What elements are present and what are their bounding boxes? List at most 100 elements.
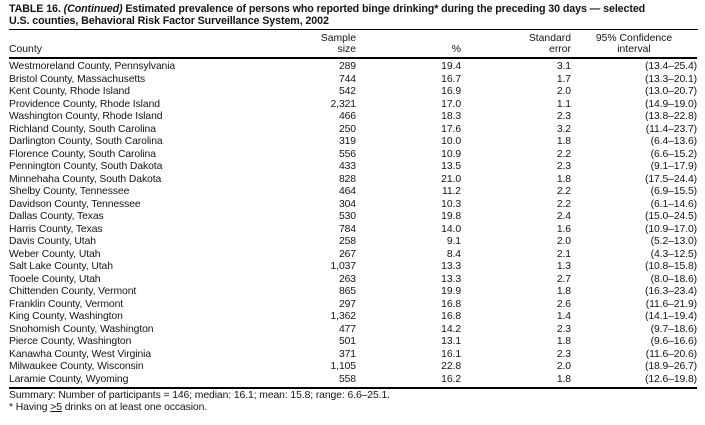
cell-sample-size: 319: [338, 136, 356, 147]
cell-percent: 13.1: [441, 336, 461, 347]
cell-percent: 16.1: [441, 348, 461, 360]
cell-standard-error: 2.4: [556, 211, 571, 222]
table-row: Dallas County, Texas 530 19.8 2.4 (15.0–24.5…: [9, 211, 697, 224]
cell-county: King County, Washington: [9, 311, 123, 322]
cell-standard-error: 1.8: [461, 373, 571, 389]
cell-standard-error: 2.3: [556, 323, 571, 335]
cell-standard-error: 2.3: [556, 348, 571, 360]
cell-confidence-interval: (9.6–16.6): [650, 336, 697, 347]
cell-sample-size: 1,037: [330, 261, 356, 272]
cell-percent: 18.3: [441, 111, 461, 122]
cell-sample-size: 371: [338, 348, 356, 360]
cell-standard-error: 2.3: [556, 161, 571, 172]
cell-standard-error: 2.2: [556, 148, 571, 160]
cell-county: Darlington County, South Carolina: [9, 136, 163, 147]
cell-county: Providence County, Rhode Island: [9, 98, 160, 110]
cell-sample-size: 433: [338, 161, 356, 172]
cell-county: Washington County, Rhode Island: [9, 111, 163, 122]
table-row: Washington County, Rhode Island 466 18.3 2.…: [9, 111, 697, 124]
cell-percent: 16.7: [441, 73, 461, 85]
cell-county: Westmoreland County, Pennsylvania: [9, 61, 176, 72]
cell-percent: 16.2: [356, 373, 461, 389]
cell-standard-error: 2.0: [556, 361, 571, 372]
cell-percent: 14.2: [441, 323, 461, 335]
cell-percent: 11.2: [441, 186, 461, 197]
cell-county: Bristol County, Massachusetts: [9, 73, 146, 85]
cell-confidence-interval: (14.9–19.0): [644, 98, 697, 110]
cell-percent: 19.9: [441, 286, 461, 297]
header-row: County Sample size % Standard error 95% …: [9, 30, 697, 59]
table-title-line1: TABLE 16. (Continued) Estimated prevalen…: [9, 3, 698, 16]
cell-sample-size: 250: [338, 123, 356, 135]
cell-county: Tooele County, Utah: [9, 273, 101, 285]
col-header-county: County: [9, 30, 300, 59]
cell-confidence-interval: (14.1–19.4): [644, 311, 697, 322]
cell-standard-error: 1.7: [556, 73, 571, 85]
cell-standard-error: 2.1: [556, 248, 571, 260]
cell-confidence-interval: (11.4–23.7): [645, 123, 697, 135]
table-row: Chittenden County, Vermont 865 19.9 1.8 (16.…: [9, 286, 697, 299]
cell-sample-size: 2,321: [330, 98, 356, 110]
cell-confidence-interval: (9.1–17.9): [650, 161, 697, 172]
cell-percent: 16.9: [441, 86, 461, 97]
table-number-label: TABLE 16.: [9, 3, 64, 15]
cell-sample-size: 267: [338, 248, 356, 260]
table-row: Pennington County, South Dakota 433 13.5 2.…: [9, 161, 697, 174]
cell-standard-error: 1.4: [556, 311, 571, 322]
cell-standard-error: 1.6: [556, 223, 571, 235]
cell-percent: 13.3: [441, 273, 461, 285]
cell-standard-error: 2.2: [556, 198, 571, 210]
cell-sample-size: 1,362: [330, 311, 356, 322]
cell-confidence-interval: (6.9–15.5): [650, 186, 697, 197]
cell-standard-error: 3.1: [556, 61, 571, 72]
cell-percent: 13.5: [441, 161, 461, 172]
cell-confidence-interval: (17.5–24.4): [644, 173, 697, 185]
cell-county: Richland County, South Carolina: [9, 123, 156, 135]
cell-confidence-interval: (12.6–19.8): [571, 373, 697, 389]
cell-sample-size: 258: [338, 236, 356, 247]
cell-standard-error: 1.3: [556, 261, 571, 272]
col-header-standard-error: Standard error: [461, 30, 571, 59]
cell-sample-size: 263: [338, 273, 356, 285]
cell-standard-error: 2.2: [556, 186, 571, 197]
cell-confidence-interval: (6.4–13.6): [650, 136, 697, 147]
cell-standard-error: 1.8: [556, 286, 571, 297]
table-row: Kent County, Rhode Island 542 16.9 2.0 (13.0…: [9, 86, 697, 99]
cell-standard-error: 1.8: [556, 136, 571, 147]
table-row: Providence County, Rhode Island 2,321 17.0…: [9, 99, 697, 112]
cell-confidence-interval: (8.0–18.6): [650, 273, 697, 285]
table-row: Snohomish County, Washington 477 14.2 2.3 (9…: [9, 324, 697, 337]
summary-line: Summary: Number of participants = 146; m…: [9, 390, 390, 401]
footnote-line: * Having >5 drinks on at least one occas…: [9, 402, 697, 414]
col-header-confidence-interval: 95% Confidence interval: [571, 30, 697, 59]
cell-sample-size: 304: [338, 198, 356, 210]
cell-standard-error: 3.2: [556, 123, 571, 135]
table-row: Harris County, Texas 784 14.0 1.6 (10.9–17.0…: [9, 224, 697, 237]
cell-standard-error: 2.6: [556, 298, 571, 310]
cell-county: Harris County, Texas: [9, 223, 103, 235]
footnote-gte-symbol: >5: [50, 402, 62, 413]
cell-confidence-interval: (6.1–14.6): [650, 198, 697, 210]
cell-percent: 10.9: [441, 148, 461, 160]
footnote-prefix: * Having: [9, 402, 51, 413]
cell-county: Shelby County, Tennessee: [9, 186, 130, 197]
cell-sample-size: 530: [338, 211, 356, 222]
cell-confidence-interval: (13.3–20.1): [644, 73, 697, 85]
cell-percent: 9.1: [446, 236, 461, 247]
cell-sample-size: 289: [338, 61, 356, 72]
cell-sample-size: 784: [338, 223, 356, 235]
col-header-percent: %: [356, 30, 461, 59]
cell-county: Minnehaha County, South Dakota: [9, 173, 162, 185]
cell-county: Dallas County, Texas: [9, 211, 104, 222]
cell-percent: 14.0: [441, 223, 461, 235]
cell-county: Davis County, Utah: [9, 236, 96, 247]
table-row: Minnehaha County, South Dakota 828 21.0 1.8…: [9, 174, 697, 187]
cell-county: Milwaukee County, Wisconsin: [9, 361, 144, 372]
cell-county: Florence County, South Carolina: [9, 148, 156, 160]
table-row: Milwaukee County, Wisconsin 1,105 22.8 2.0 (…: [9, 361, 697, 374]
cell-standard-error: 1.8: [556, 173, 571, 185]
cell-sample-size: 865: [338, 286, 356, 297]
cell-confidence-interval: (10.8–15.8): [644, 261, 697, 272]
cell-county: Weber County, Utah: [9, 248, 101, 260]
cell-county: Salt Lake County, Utah: [9, 261, 113, 272]
